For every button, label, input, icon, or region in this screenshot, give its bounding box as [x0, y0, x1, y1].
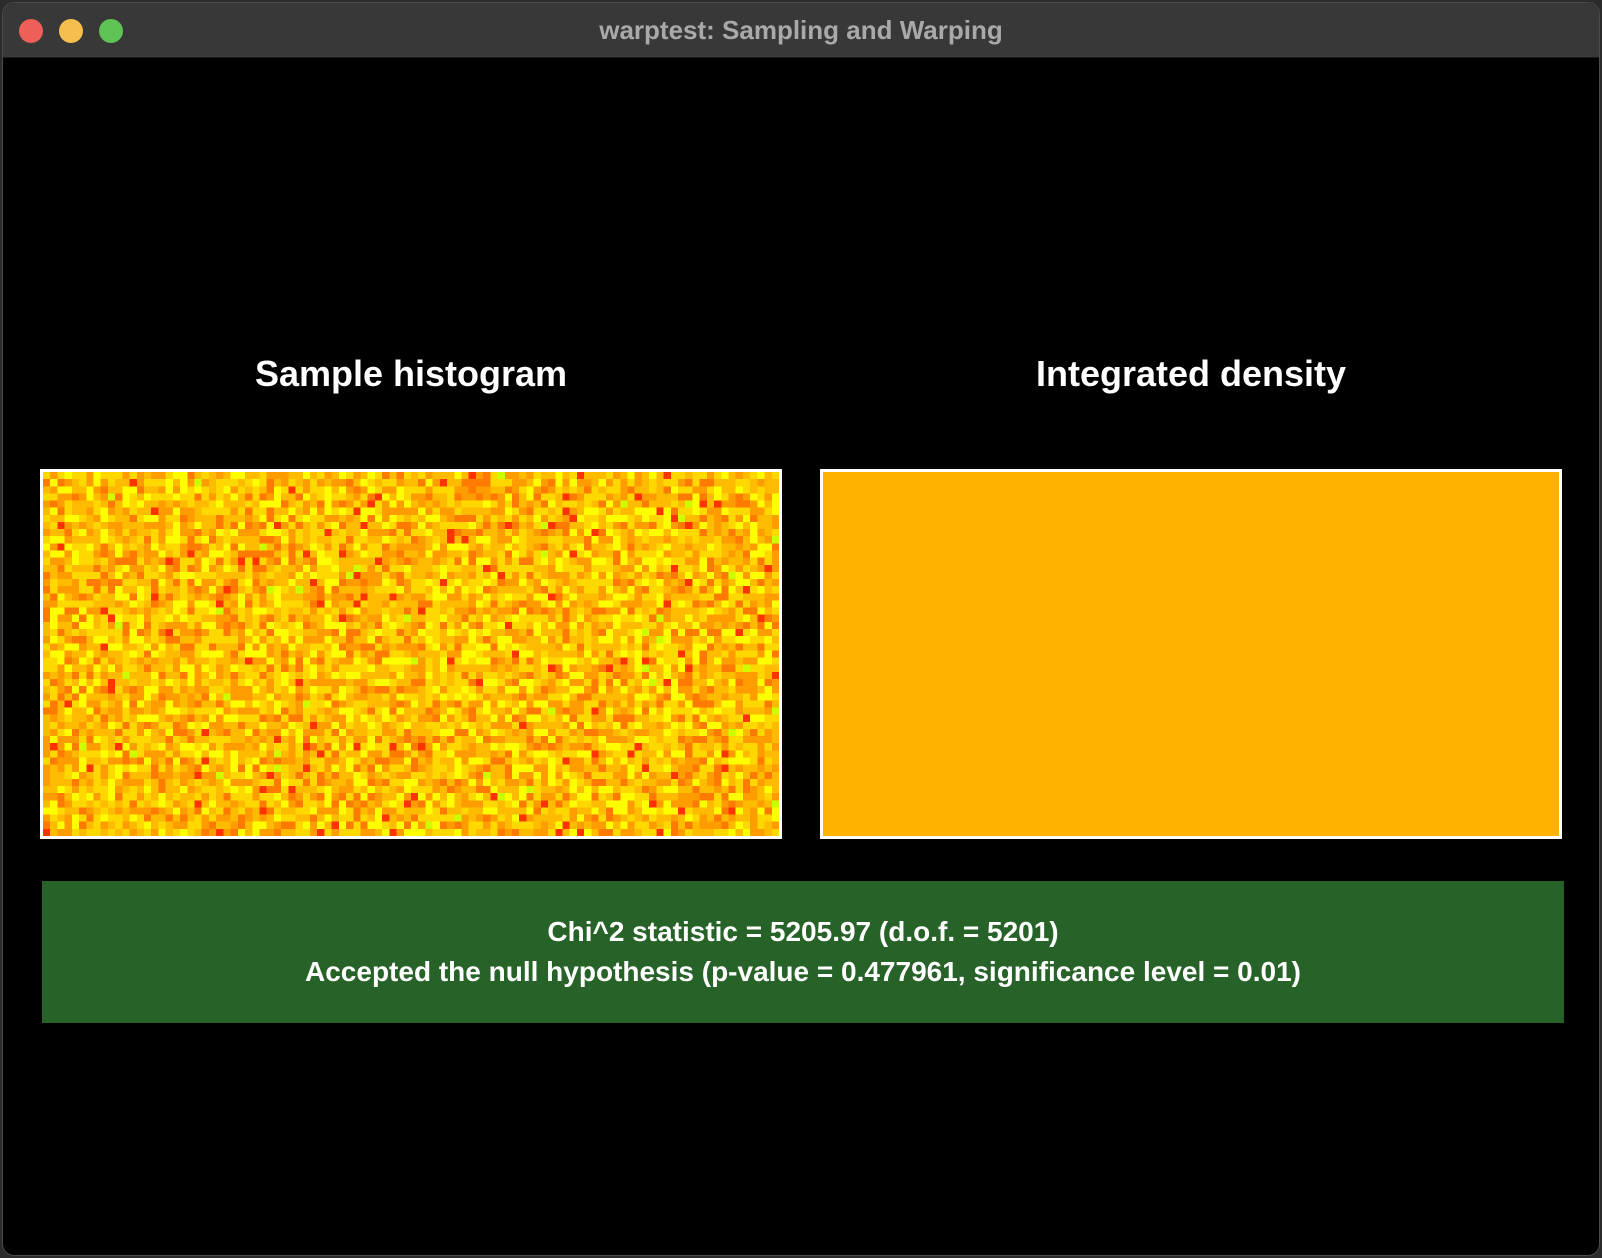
close-window-button[interactable]: [19, 19, 43, 43]
sample-histogram-heatmap: [43, 472, 779, 836]
integrated-density-panel: [820, 469, 1562, 839]
title-bar[interactable]: warptest: Sampling and Warping: [3, 3, 1599, 58]
sample-histogram-title: Sample histogram: [254, 353, 568, 394]
window-title: warptest: Sampling and Warping: [599, 15, 1003, 45]
minimize-window-button[interactable]: [59, 19, 83, 43]
hypothesis-result-text: Accepted the null hypothesis (p-value = …: [305, 956, 1301, 987]
integrated-density-heatmap: [823, 472, 1559, 836]
chi2-statistic-text: Chi^2 statistic = 5205.97 (d.o.f. = 5201…: [547, 916, 1059, 947]
zoom-window-button[interactable]: [99, 19, 123, 43]
integrated-density-title: Integrated density: [1035, 353, 1347, 394]
sample-histogram-panel: [40, 469, 782, 839]
chi2-test-result: Chi^2 statistic = 5205.97 (d.o.f. = 5201…: [42, 881, 1564, 1023]
